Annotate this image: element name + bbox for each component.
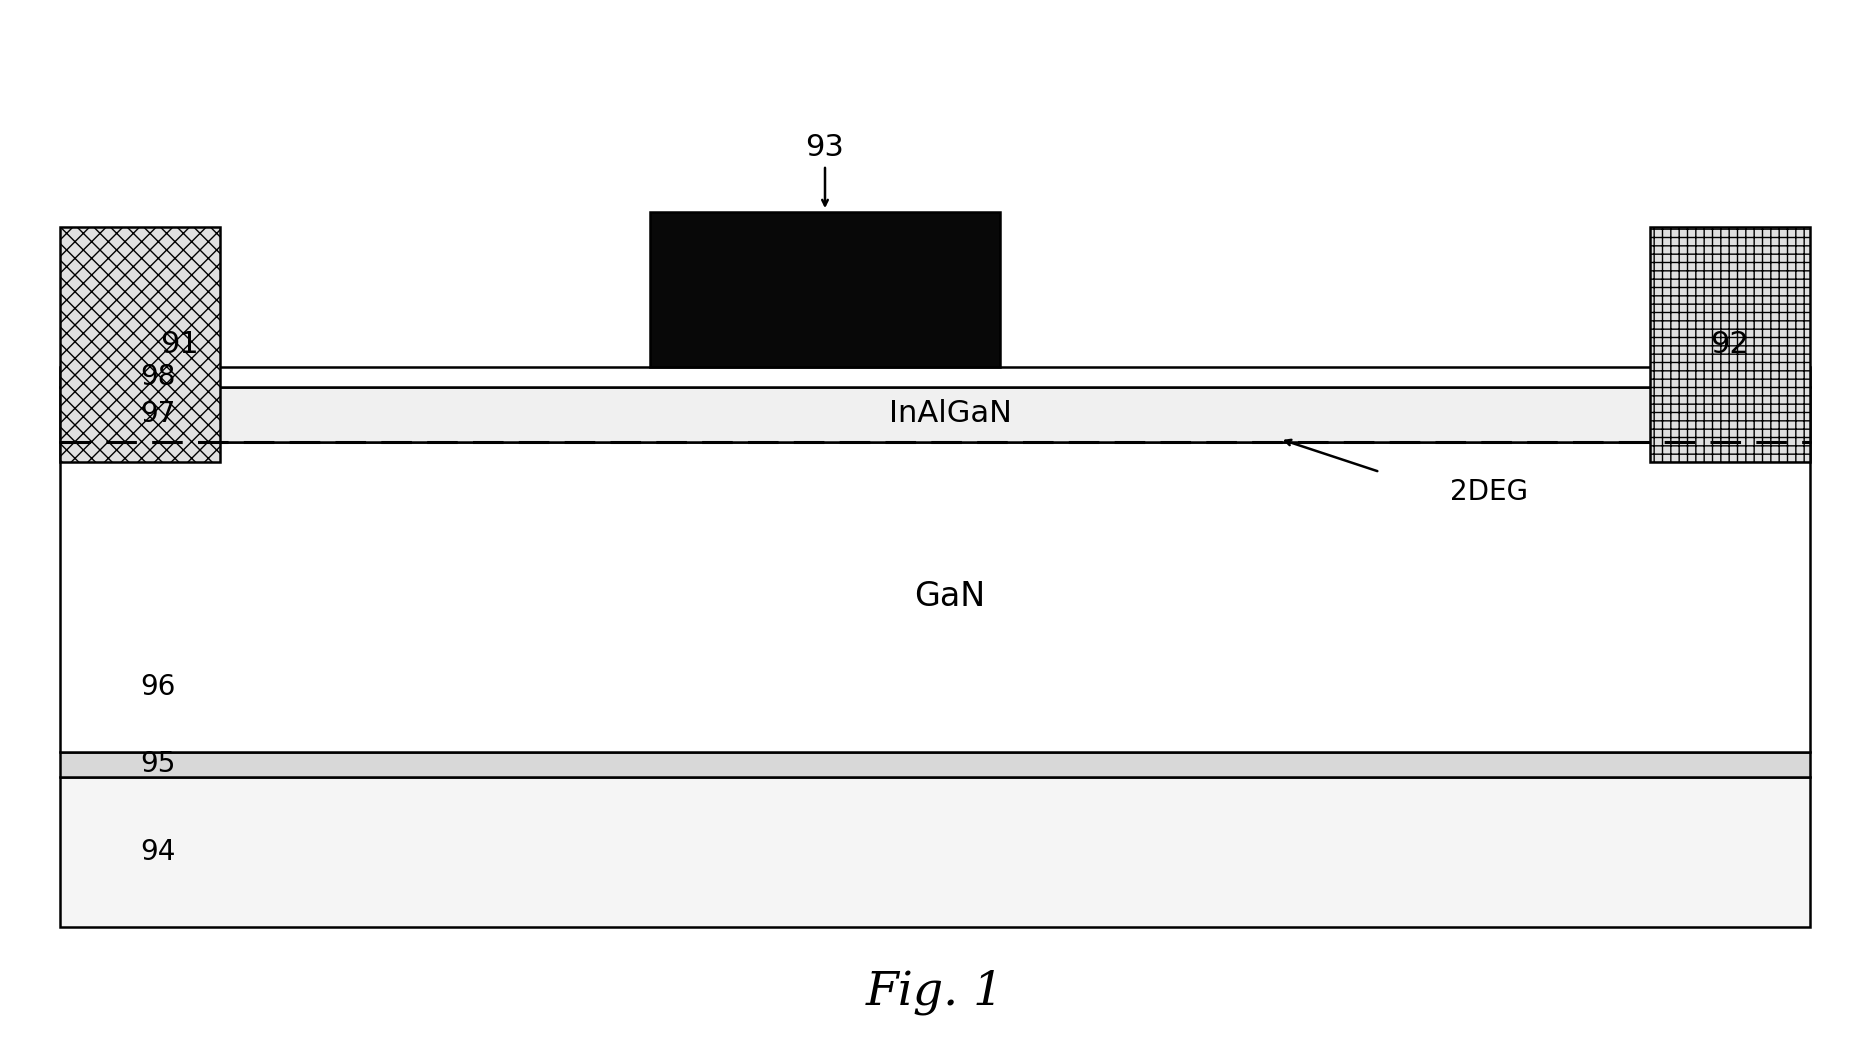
Text: InAlGaN: InAlGaN: [888, 400, 1012, 428]
Bar: [60, 442, 1810, 752]
Text: 92: 92: [1711, 330, 1748, 359]
Text: 97: 97: [140, 401, 176, 428]
Bar: [651, 211, 1000, 367]
Text: 91: 91: [161, 330, 200, 359]
Bar: [60, 387, 1810, 442]
Bar: [60, 227, 221, 462]
Bar: [60, 777, 1810, 927]
Bar: [60, 752, 1810, 777]
Text: GaN: GaN: [914, 580, 985, 614]
Text: 2DEG: 2DEG: [1449, 478, 1528, 506]
Text: 96: 96: [140, 673, 176, 701]
Text: 93: 93: [806, 133, 845, 161]
Text: Fig. 1: Fig. 1: [866, 970, 1004, 1015]
Text: 95: 95: [140, 750, 176, 778]
Text: 98: 98: [140, 363, 176, 391]
Text: 94: 94: [140, 838, 176, 866]
Bar: [60, 367, 1810, 387]
Bar: [1649, 227, 1810, 462]
